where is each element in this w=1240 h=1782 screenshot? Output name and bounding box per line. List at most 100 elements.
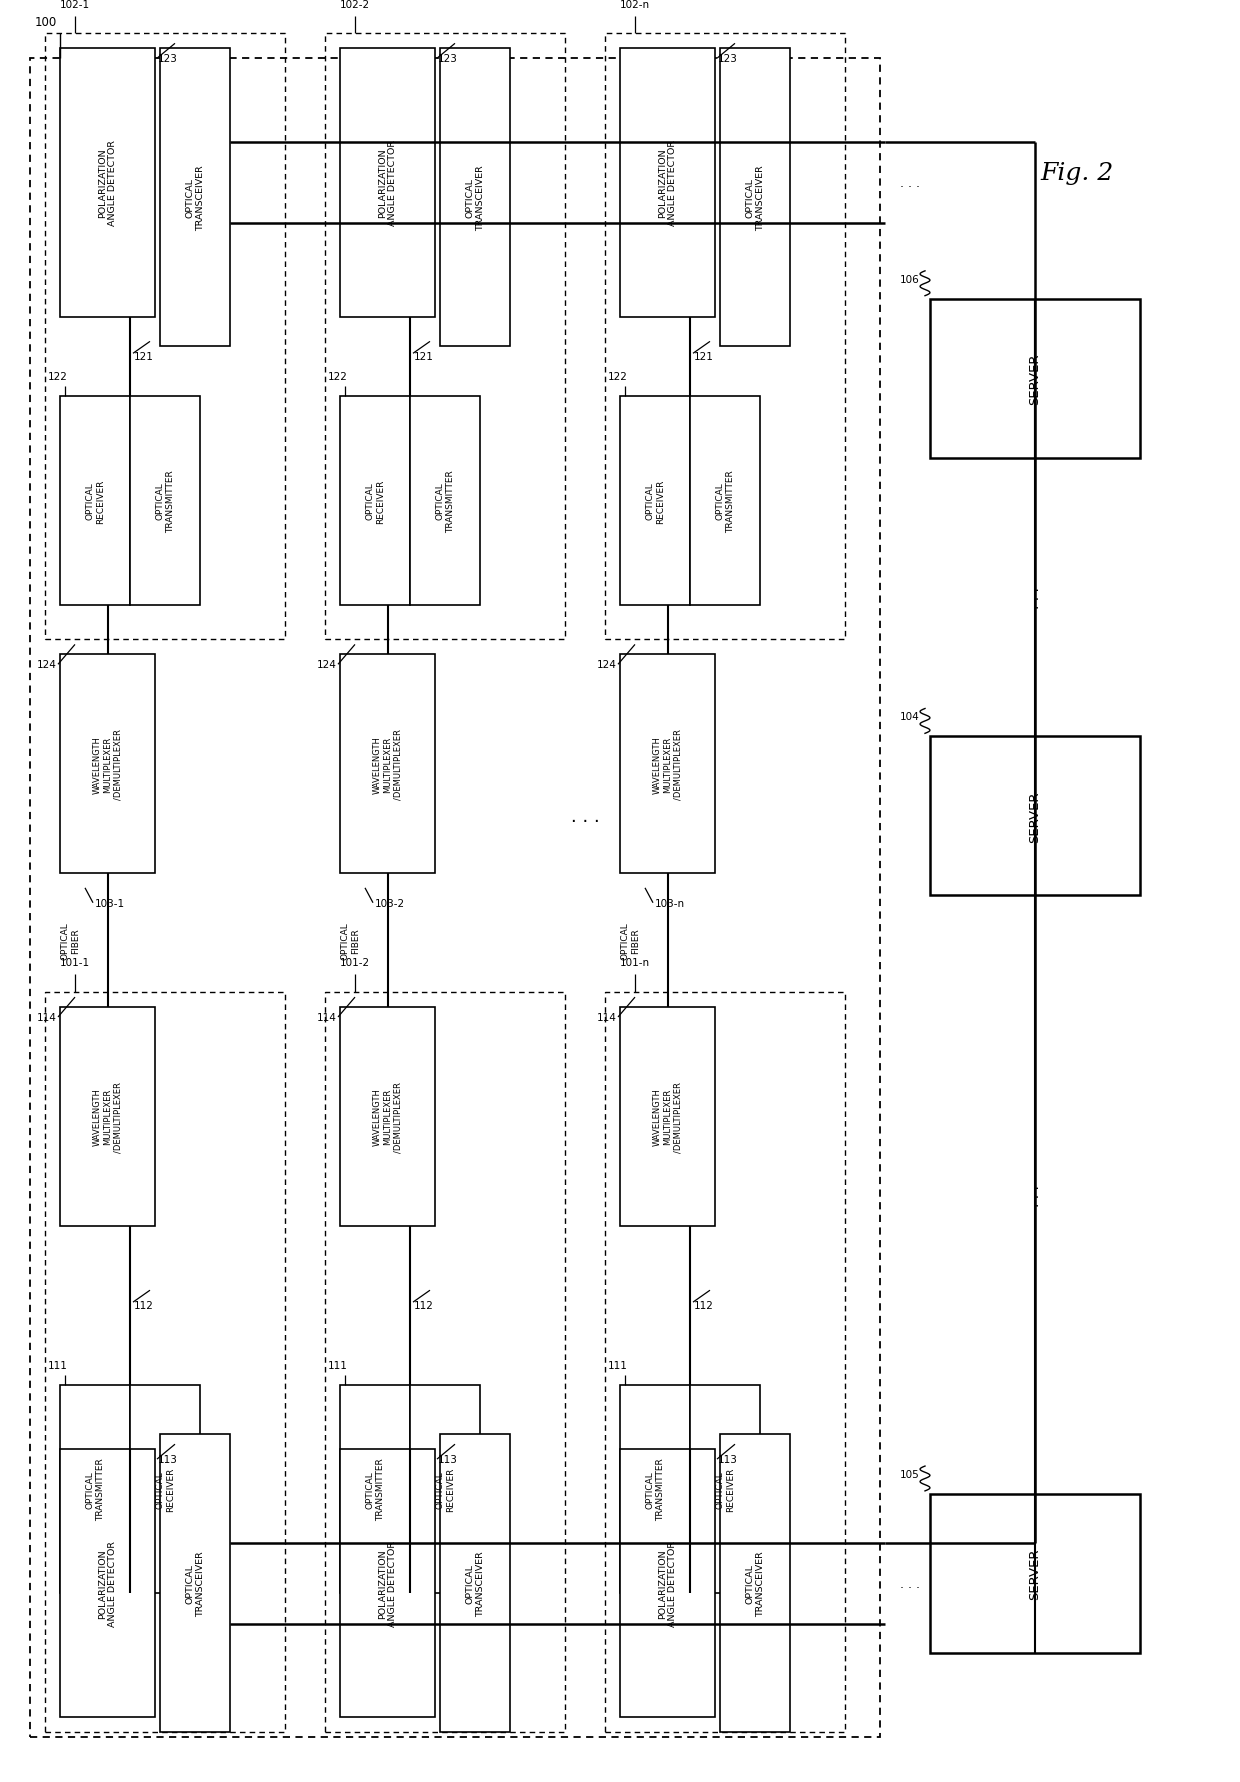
Text: . . .: . . . [570, 807, 599, 825]
Text: OPTICAL
TRANSCEIVER: OPTICAL TRANSCEIVER [185, 1550, 205, 1616]
Text: WAVELENGTH
MULTIPLEXER
/DEMULTIPLEXER: WAVELENGTH MULTIPLEXER /DEMULTIPLEXER [372, 1082, 403, 1153]
Text: 112: 112 [414, 1301, 434, 1310]
Bar [130, 397, 200, 606]
Text: 102-n: 102-n [620, 0, 650, 9]
Text: 121: 121 [694, 353, 714, 362]
Text: 113: 113 [157, 1454, 177, 1465]
Text: 112: 112 [694, 1301, 714, 1310]
Bar [440, 50, 510, 347]
Text: 121: 121 [134, 353, 154, 362]
Text: 124: 124 [317, 659, 337, 670]
Bar [720, 1435, 790, 1732]
Bar [340, 397, 410, 606]
Bar [410, 1385, 480, 1593]
Text: 111: 111 [329, 1360, 348, 1370]
Text: 101-1: 101-1 [60, 957, 91, 968]
Bar [620, 397, 689, 606]
Text: 124: 124 [37, 659, 57, 670]
Text: 103-1: 103-1 [95, 898, 125, 909]
Text: 103-2: 103-2 [374, 898, 405, 909]
Text: POLARIZATION
ANGLE DETECTOR: POLARIZATION ANGLE DETECTOR [378, 1540, 397, 1627]
Text: 114: 114 [317, 1012, 337, 1023]
Bar [620, 1007, 715, 1226]
Text: 102-1: 102-1 [60, 0, 91, 9]
Text: WAVELENGTH
MULTIPLEXER
/DEMULTIPLEXER: WAVELENGTH MULTIPLEXER /DEMULTIPLEXER [93, 729, 123, 800]
Text: 121: 121 [414, 353, 434, 362]
Text: 113: 113 [438, 1454, 458, 1465]
Text: 111: 111 [608, 1360, 627, 1370]
Text: 114: 114 [598, 1012, 618, 1023]
Bar [60, 397, 130, 606]
Text: OPTICAL
TRANSMITTER: OPTICAL TRANSMITTER [715, 470, 734, 533]
Text: 100: 100 [35, 16, 57, 30]
Bar [620, 1449, 715, 1718]
Text: 101-2: 101-2 [340, 957, 370, 968]
Text: OPTICAL
RECEIVER: OPTICAL RECEIVER [86, 479, 104, 524]
Text: WAVELENGTH
MULTIPLEXER
/DEMULTIPLEXER: WAVELENGTH MULTIPLEXER /DEMULTIPLEXER [372, 729, 403, 800]
Bar [325, 993, 565, 1732]
Text: 122: 122 [48, 372, 68, 381]
Text: 114: 114 [37, 1012, 57, 1023]
Text: OPTICAL
FIBER: OPTICAL FIBER [340, 921, 360, 959]
Text: WAVELENGTH
MULTIPLEXER
/DEMULTIPLEXER: WAVELENGTH MULTIPLEXER /DEMULTIPLEXER [652, 1082, 682, 1153]
Bar [60, 1385, 130, 1593]
Text: 106: 106 [900, 274, 920, 285]
Text: SERVER: SERVER [1028, 353, 1042, 405]
Text: OPTICAL
TRANSCEIVER: OPTICAL TRANSCEIVER [745, 1550, 765, 1616]
Text: OPTICAL
TRANSCEIVER: OPTICAL TRANSCEIVER [465, 166, 485, 232]
Text: 123: 123 [438, 53, 458, 64]
Text: 124: 124 [598, 659, 618, 670]
Text: OPTICAL
TRANSMITTER: OPTICAL TRANSMITTER [435, 470, 455, 533]
Text: 113: 113 [718, 1454, 738, 1465]
Text: 105: 105 [900, 1468, 920, 1479]
Text: OPTICAL
TRANSMITTER: OPTICAL TRANSMITTER [86, 1458, 104, 1520]
Bar [620, 50, 715, 317]
Text: 102-2: 102-2 [340, 0, 370, 9]
Bar [930, 1493, 1140, 1654]
Text: SERVER: SERVER [1028, 1549, 1042, 1598]
Text: POLARIZATION
ANGLE DETECTOR: POLARIZATION ANGLE DETECTOR [657, 141, 677, 226]
Bar [60, 1007, 155, 1226]
Text: 123: 123 [718, 53, 738, 64]
Text: OPTICAL
RECEIVER: OPTICAL RECEIVER [155, 1467, 175, 1511]
Text: 103-n: 103-n [655, 898, 686, 909]
Text: OPTICAL
TRANSMITTER: OPTICAL TRANSMITTER [366, 1458, 384, 1520]
Bar [340, 1007, 435, 1226]
Text: 111: 111 [48, 1360, 68, 1370]
Text: 112: 112 [134, 1301, 154, 1310]
Text: OPTICAL
RECEIVER: OPTICAL RECEIVER [715, 1467, 734, 1511]
Text: . . .: . . . [1028, 586, 1042, 609]
Bar [440, 1435, 510, 1732]
Bar [325, 34, 565, 640]
Bar [930, 299, 1140, 458]
Text: OPTICAL
RECEIVER: OPTICAL RECEIVER [366, 479, 384, 524]
Bar [45, 993, 285, 1732]
Bar [45, 34, 285, 640]
Text: . . .: . . . [1028, 1183, 1042, 1206]
Bar [130, 1385, 200, 1593]
Bar [620, 656, 715, 873]
Text: POLARIZATION
ANGLE DETECTOR: POLARIZATION ANGLE DETECTOR [98, 1540, 118, 1627]
Text: OPTICAL
TRANSMITTER: OPTICAL TRANSMITTER [645, 1458, 665, 1520]
Text: OPTICAL
RECEIVER: OPTICAL RECEIVER [435, 1467, 455, 1511]
Bar [60, 1449, 155, 1718]
Text: 122: 122 [329, 372, 348, 381]
Text: POLARIZATION
ANGLE DETECTOR: POLARIZATION ANGLE DETECTOR [657, 1540, 677, 1627]
Text: WAVELENGTH
MULTIPLEXER
/DEMULTIPLEXER: WAVELENGTH MULTIPLEXER /DEMULTIPLEXER [93, 1082, 123, 1153]
Text: 123: 123 [157, 53, 177, 64]
Bar [720, 50, 790, 347]
Text: OPTICAL
FIBER: OPTICAL FIBER [61, 921, 79, 959]
Text: . . .: . . . [900, 1577, 920, 1590]
Bar [605, 993, 844, 1732]
Text: OPTICAL
TRANSCEIVER: OPTICAL TRANSCEIVER [745, 166, 765, 232]
Text: 122: 122 [608, 372, 627, 381]
Text: OPTICAL
TRANSCEIVER: OPTICAL TRANSCEIVER [185, 166, 205, 232]
Bar [340, 50, 435, 317]
Bar [689, 1385, 760, 1593]
Bar [340, 656, 435, 873]
Text: SERVER: SERVER [1028, 791, 1042, 843]
Bar [160, 50, 229, 347]
Text: POLARIZATION
ANGLE DETECTOR: POLARIZATION ANGLE DETECTOR [98, 141, 118, 226]
Bar [689, 397, 760, 606]
Text: WAVELENGTH
MULTIPLEXER
/DEMULTIPLEXER: WAVELENGTH MULTIPLEXER /DEMULTIPLEXER [652, 729, 682, 800]
